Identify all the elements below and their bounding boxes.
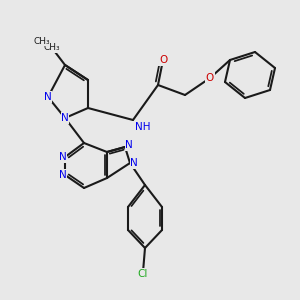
- Text: N: N: [59, 170, 67, 180]
- Text: NH: NH: [135, 122, 151, 132]
- Text: N: N: [59, 152, 67, 162]
- Text: N: N: [44, 92, 52, 102]
- Text: O: O: [159, 55, 167, 65]
- Text: N: N: [125, 140, 133, 150]
- Text: CH₃: CH₃: [33, 37, 50, 46]
- Text: N: N: [61, 113, 69, 123]
- Text: Cl: Cl: [138, 269, 148, 279]
- Text: CH₃: CH₃: [44, 44, 60, 52]
- Text: O: O: [206, 73, 214, 83]
- Text: N: N: [130, 158, 138, 168]
